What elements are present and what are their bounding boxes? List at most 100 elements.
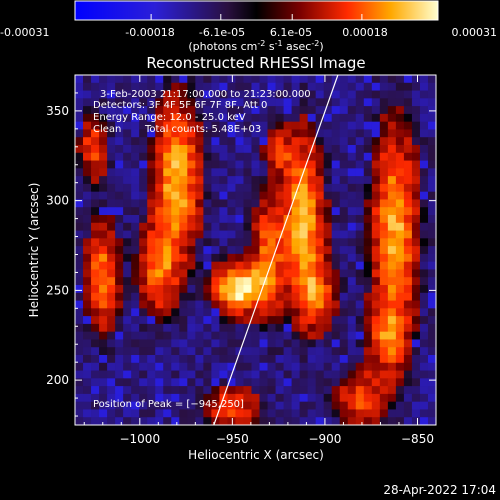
heatmap-cell (283, 409, 292, 418)
heatmap-cell (403, 199, 413, 208)
heatmap-cell (339, 355, 349, 364)
heatmap-cell (163, 308, 172, 317)
heatmap-cell (267, 98, 276, 107)
heatmap-cell (107, 261, 116, 270)
heatmap-cell (227, 129, 236, 138)
heatmap-cell (251, 222, 260, 231)
heatmap-cell (331, 300, 341, 309)
heatmap-cell (139, 300, 148, 309)
heatmap-cell (107, 215, 116, 224)
heatmap-cell (99, 238, 108, 247)
heatmap-cell (339, 121, 349, 130)
heatmap-cell (315, 113, 325, 123)
heatmap-cell (275, 75, 284, 84)
heatmap-cell (75, 106, 84, 115)
heatmap-cell (403, 129, 413, 138)
heatmap-cell (75, 215, 84, 224)
heatmap-cell (283, 82, 292, 91)
heatmap-cell (283, 183, 292, 193)
heatmap-cell (187, 168, 196, 177)
heatmap-cell (355, 98, 365, 107)
heatmap-cell (147, 409, 156, 418)
heatmap-cell (267, 347, 276, 356)
heatmap-cell (291, 292, 301, 301)
heatmap-cell (371, 347, 381, 356)
heatmap-cell (315, 82, 325, 91)
heatmap-cell (163, 292, 172, 301)
heatmap-cell (291, 183, 301, 193)
heatmap-cell (203, 90, 212, 99)
heatmap-cell (211, 409, 220, 418)
heatmap-cell (195, 98, 204, 107)
heatmap-cell (251, 176, 260, 185)
heatmap-cell (115, 106, 124, 115)
heatmap-cell (195, 145, 204, 154)
heatmap-cell (187, 386, 196, 395)
heatmap-cell (123, 90, 132, 99)
y-tick-label: 200 (46, 373, 69, 387)
heatmap-cell (75, 292, 84, 301)
heatmap-cell (395, 129, 405, 138)
heatmap-cell (75, 393, 84, 403)
heatmap-cell (211, 401, 220, 410)
heatmap-cell (395, 215, 405, 224)
heatmap-cell (75, 269, 84, 278)
heatmap-cell (363, 401, 373, 410)
heatmap-cell (147, 199, 156, 208)
heatmap-cell (331, 145, 341, 154)
heatmap-cell (379, 339, 389, 348)
heatmap-cell (115, 238, 124, 247)
heatmap-cell (123, 183, 132, 193)
heatmap-cell (203, 183, 212, 193)
heatmap-cell (363, 386, 373, 395)
heatmap-cell (259, 308, 268, 317)
heatmap-cell (339, 316, 349, 325)
heatmap-cell (307, 90, 317, 99)
heatmap-cell (155, 191, 164, 200)
heatmap-cell (283, 261, 292, 270)
heatmap-cell (131, 160, 140, 169)
heatmap-cell (355, 230, 365, 239)
heatmap-cell (91, 253, 100, 263)
heatmap-cell (195, 82, 204, 91)
heatmap-cell (259, 370, 268, 379)
heatmap-cell (347, 277, 357, 286)
heatmap-cell (211, 207, 220, 216)
heatmap-cell (291, 145, 301, 154)
heatmap-cell (219, 378, 228, 387)
heatmap-cell (355, 145, 365, 154)
heatmap-cell (427, 269, 436, 278)
heatmap-cell (147, 183, 156, 193)
heatmap-cell (291, 253, 301, 263)
heatmap-cell (275, 300, 284, 309)
heatmap-cell (195, 199, 204, 208)
heatmap-cell (179, 222, 188, 231)
heatmap-cell (331, 362, 341, 371)
heatmap-cell (291, 362, 301, 371)
heatmap-cell (219, 152, 228, 161)
annotation-energy-range: Energy Range: 12.0 - 25.0 keV (93, 112, 246, 123)
heatmap-cell (427, 370, 436, 379)
colorbar-unit-label: (photons cm-2 s-1 asec-2) (188, 39, 323, 53)
heatmap-cell (171, 106, 180, 115)
heatmap-cell (387, 300, 397, 309)
heatmap-cell (203, 137, 212, 146)
heatmap-cell (155, 90, 164, 99)
heatmap-cell (227, 176, 236, 185)
heatmap-cell (235, 339, 244, 348)
heatmap-cell (163, 145, 172, 154)
heatmap-cell (379, 292, 389, 301)
heatmap-cell (339, 378, 349, 387)
heatmap-cell (171, 285, 180, 294)
heatmap-cell (259, 253, 268, 263)
heatmap-cell (131, 82, 140, 91)
heatmap-cell (123, 121, 132, 130)
heatmap-cell (195, 176, 204, 185)
heatmap-cell (267, 145, 276, 154)
heatmap-cell (387, 277, 397, 286)
heatmap-cell (283, 277, 292, 286)
heatmap-cell (227, 378, 236, 387)
heatmap-cell (243, 347, 252, 356)
heatmap-cell (395, 160, 405, 169)
heatmap-cell (339, 207, 349, 216)
